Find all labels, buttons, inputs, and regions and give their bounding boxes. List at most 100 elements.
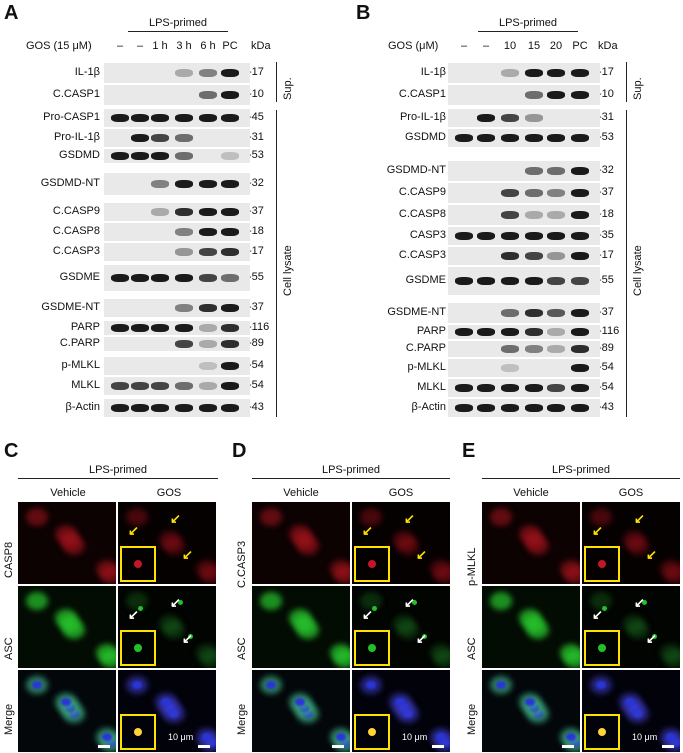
blot-band	[199, 324, 217, 332]
blot-band	[221, 274, 239, 282]
blot-band	[525, 252, 543, 260]
blot-band	[151, 180, 169, 188]
cell-body	[55, 609, 77, 627]
panel-d-row-asc: ASC	[236, 637, 248, 660]
blot-row-kda: -32	[248, 177, 264, 189]
blot-band	[571, 277, 589, 285]
blot-band	[221, 248, 239, 256]
blot-strip	[448, 62, 600, 83]
panel-a-sup-label: Sup.	[282, 77, 294, 100]
blot-band	[221, 382, 239, 390]
lane-label: 3 h	[176, 40, 192, 52]
blot-band	[199, 274, 217, 282]
blot-band	[455, 328, 473, 336]
micrograph-tile: 10 μm	[352, 670, 450, 752]
blot-band	[151, 404, 169, 412]
blot-row-label: β-Actin	[411, 401, 446, 413]
blot-row-label: MLKL	[417, 381, 446, 393]
blot-band	[221, 404, 239, 412]
blot-band	[525, 69, 543, 77]
lane-label: PC	[222, 40, 238, 52]
cell-body	[664, 566, 680, 584]
panel-a-lysate-bracket	[276, 110, 277, 417]
cell-body	[360, 508, 382, 526]
blot-band	[199, 69, 217, 77]
panel-d-col-gos: GOS	[388, 487, 414, 499]
blot-row-kda: -54	[598, 361, 614, 373]
blot-band	[151, 274, 169, 282]
micrograph-tile	[18, 586, 116, 668]
blot-band	[131, 134, 149, 142]
cell-body	[430, 644, 450, 662]
blot-strip	[104, 356, 250, 375]
micrograph-tile: ↙ ↙ ↙	[118, 502, 216, 584]
panel-d-lps-label: LPS-primed	[321, 464, 381, 476]
cell-nucleus	[566, 733, 576, 741]
blot-band	[547, 91, 565, 99]
blot-band	[151, 208, 169, 216]
blot-strip	[104, 320, 250, 335]
cell-body	[55, 525, 77, 543]
cell-body	[430, 560, 450, 578]
blot-strip	[448, 204, 600, 225]
blot-strip	[448, 398, 600, 417]
scale-bar	[662, 745, 674, 748]
cell-nucleus	[32, 681, 42, 689]
blot-row-kda: -54	[598, 381, 614, 393]
blot-strip	[104, 336, 250, 351]
blot-band	[175, 228, 193, 236]
blot-band	[571, 211, 589, 219]
indicator-arrow: ↙	[170, 595, 181, 610]
indicator-arrow: ↙	[128, 523, 139, 538]
scale-bar	[198, 745, 210, 748]
blot-band	[501, 345, 519, 353]
cell-body	[260, 508, 282, 526]
blot-band	[111, 114, 129, 122]
blot-band	[525, 114, 543, 122]
blot-row-label: β-Actin	[65, 401, 100, 413]
blot-band	[477, 328, 495, 336]
blot-row-kda: -37	[248, 205, 264, 217]
blot-row-label: GSDMD	[405, 131, 446, 143]
cell-body	[126, 508, 148, 526]
blot-band	[455, 232, 473, 240]
blot-strip	[104, 84, 250, 105]
lane-label: 20	[549, 40, 563, 52]
cell-body	[200, 566, 216, 584]
lane-label: 10	[503, 40, 517, 52]
blot-row-label: C.CASP9	[398, 186, 446, 198]
cell-body	[26, 592, 48, 610]
blot-band	[221, 180, 239, 188]
blot-band	[525, 277, 543, 285]
cell-body	[393, 531, 415, 549]
cell-body	[96, 560, 116, 578]
blot-strip	[448, 246, 600, 265]
blot-band	[455, 134, 473, 142]
blot-band	[221, 208, 239, 216]
zoom-inset	[354, 546, 390, 582]
cell-body	[590, 592, 612, 610]
micrograph-tile: ↙ ↙ ↙	[582, 502, 680, 584]
blot-band	[525, 189, 543, 197]
blot-band	[477, 404, 495, 412]
micrograph-tile: ↙ ↙ ↙	[352, 502, 450, 584]
panel-c-row-casp8: CASP8	[3, 541, 15, 578]
cell-body	[196, 560, 216, 578]
blot-row-label: C.CASP9	[52, 205, 100, 217]
blot-row-label: C.PARP	[59, 337, 100, 349]
cell-body	[200, 650, 216, 668]
blot-row-kda: -18	[248, 225, 264, 237]
blot-row-kda: -89	[248, 337, 264, 349]
cell-body	[627, 537, 649, 555]
blot-band	[175, 114, 193, 122]
blot-band	[501, 277, 519, 285]
blot-band	[501, 211, 519, 219]
blot-band	[131, 152, 149, 160]
blot-row-label: GSDME	[59, 271, 100, 283]
blot-row-kda: -31	[248, 131, 264, 143]
blot-band	[131, 274, 149, 282]
blot-band	[547, 211, 565, 219]
blot-row-label: Pro-CASP1	[43, 111, 100, 123]
panel-d-row-ccasp3: C.CASP3	[236, 540, 248, 588]
blot-strip	[104, 398, 250, 417]
